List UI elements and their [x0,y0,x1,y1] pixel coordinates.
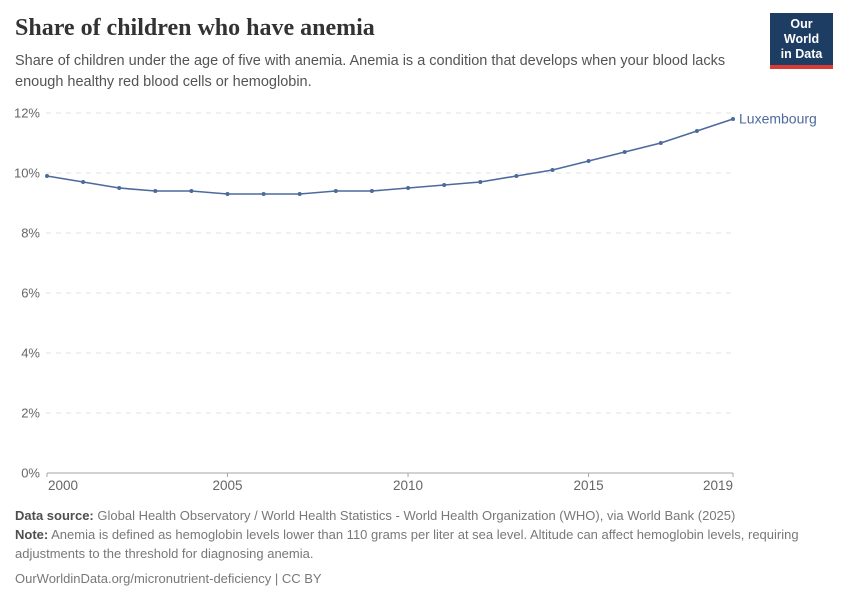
x-tick-label-2010: 2010 [393,478,423,493]
owid-logo-box: Our World in Data [770,13,833,65]
y-tick-label-10: 10% [14,166,40,181]
subtitle-line-2: enough healthy red blood cells or hemogl… [15,74,312,90]
x-tick-label-2019: 2019 [703,478,733,493]
owid-logo-text-line1: Our World [783,17,820,46]
subtitle-line-1: Share of children under the age of five … [15,53,726,69]
data-point-2013[interactable] [514,174,519,178]
data-source-label: Data source: [15,508,94,523]
series-end-label[interactable]: Luxembourg [739,111,817,127]
chart-subtitle: Share of children under the age of five … [15,51,765,93]
data-point-2005[interactable] [225,192,230,196]
data-point-2014[interactable] [550,168,555,172]
y-tick-label-4: 4% [21,346,40,361]
y-tick-label-0: 0% [21,466,40,481]
x-tick-label-2015: 2015 [574,478,604,493]
data-point-2002[interactable] [117,186,122,190]
data-source-line: Data source: Global Health Observatory /… [15,506,835,525]
owid-logo[interactable]: Our World in Data [770,13,833,69]
note-label: Note: [15,527,49,542]
data-point-2006[interactable] [261,192,266,196]
data-point-2001[interactable] [81,180,86,184]
owid-logo-red-stripe [770,65,833,69]
data-point-2008[interactable] [333,189,338,193]
x-tick-label-2000: 2000 [48,478,78,493]
y-tick-label-12: 12% [14,106,40,121]
note-text-line2: adjustments to the threshold for diagnos… [15,546,314,561]
y-tick-label-2: 2% [21,406,40,421]
owid-citation-link[interactable]: OurWorldinData.org/micronutrient-deficie… [15,571,322,586]
data-point-2007[interactable] [297,192,302,196]
data-point-2000[interactable] [45,174,49,178]
note-text-line1: Anemia is defined as hemoglobin levels l… [51,527,799,542]
note-line: Note: Anemia is defined as hemoglobin le… [15,525,835,563]
y-tick-label-6: 6% [21,286,40,301]
series-line-luxembourg [46,118,734,195]
data-point-2003[interactable] [153,189,158,193]
owid-logo-text-line2: in Data [780,47,823,61]
data-point-2010[interactable] [406,186,411,190]
data-point-2012[interactable] [478,180,483,184]
data-point-2018[interactable] [694,129,699,133]
chart-footer: Data source: Global Health Observatory /… [15,506,835,588]
data-point-2011[interactable] [442,183,447,187]
data-point-2016[interactable] [622,150,627,154]
data-point-2017[interactable] [658,141,663,145]
data-point-2009[interactable] [369,189,374,193]
x-tick-label-2005: 2005 [213,478,243,493]
page-title: Share of children who have anemia [15,15,375,41]
data-source-text: Global Health Observatory / World Health… [97,508,736,523]
data-point-2004[interactable] [189,189,194,193]
data-point-2019[interactable] [731,117,735,121]
chart-header: Share of children who have anemia Share … [15,14,765,93]
y-tick-label-8: 8% [21,226,40,241]
data-point-2015[interactable] [586,159,591,163]
